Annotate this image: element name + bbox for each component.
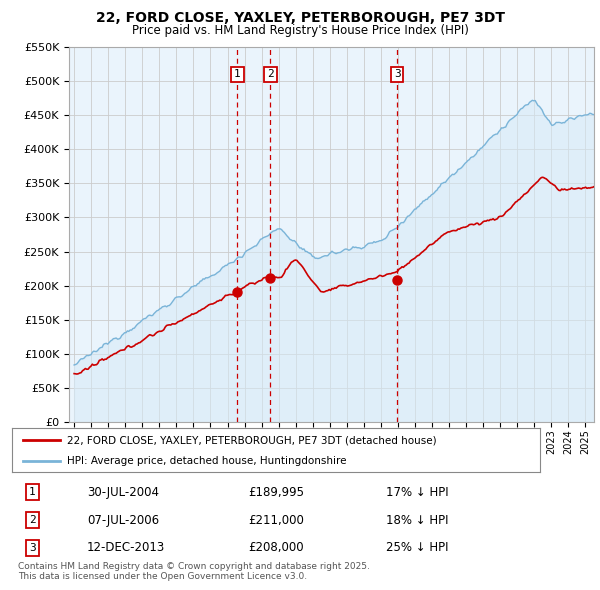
Text: HPI: Average price, detached house, Huntingdonshire: HPI: Average price, detached house, Hunt… bbox=[67, 456, 347, 466]
Text: Price paid vs. HM Land Registry's House Price Index (HPI): Price paid vs. HM Land Registry's House … bbox=[131, 24, 469, 37]
Text: £208,000: £208,000 bbox=[248, 541, 304, 554]
Text: Contains HM Land Registry data © Crown copyright and database right 2025.
This d: Contains HM Land Registry data © Crown c… bbox=[18, 562, 370, 581]
Text: £211,000: £211,000 bbox=[248, 514, 304, 527]
Text: 2: 2 bbox=[267, 70, 274, 80]
Text: 12-DEC-2013: 12-DEC-2013 bbox=[87, 541, 165, 554]
Text: 18% ↓ HPI: 18% ↓ HPI bbox=[386, 514, 449, 527]
Text: 17% ↓ HPI: 17% ↓ HPI bbox=[386, 486, 449, 499]
Text: 22, FORD CLOSE, YAXLEY, PETERBOROUGH, PE7 3DT: 22, FORD CLOSE, YAXLEY, PETERBOROUGH, PE… bbox=[95, 11, 505, 25]
Text: 1: 1 bbox=[234, 70, 241, 80]
Text: 30-JUL-2004: 30-JUL-2004 bbox=[87, 486, 159, 499]
Text: £189,995: £189,995 bbox=[248, 486, 304, 499]
Text: 1: 1 bbox=[29, 487, 35, 497]
Text: 07-JUL-2006: 07-JUL-2006 bbox=[87, 514, 159, 527]
Text: 3: 3 bbox=[29, 543, 35, 553]
Text: 25% ↓ HPI: 25% ↓ HPI bbox=[386, 541, 449, 554]
Text: 2: 2 bbox=[29, 515, 35, 525]
Text: 3: 3 bbox=[394, 70, 400, 80]
Text: 22, FORD CLOSE, YAXLEY, PETERBOROUGH, PE7 3DT (detached house): 22, FORD CLOSE, YAXLEY, PETERBOROUGH, PE… bbox=[67, 435, 437, 445]
